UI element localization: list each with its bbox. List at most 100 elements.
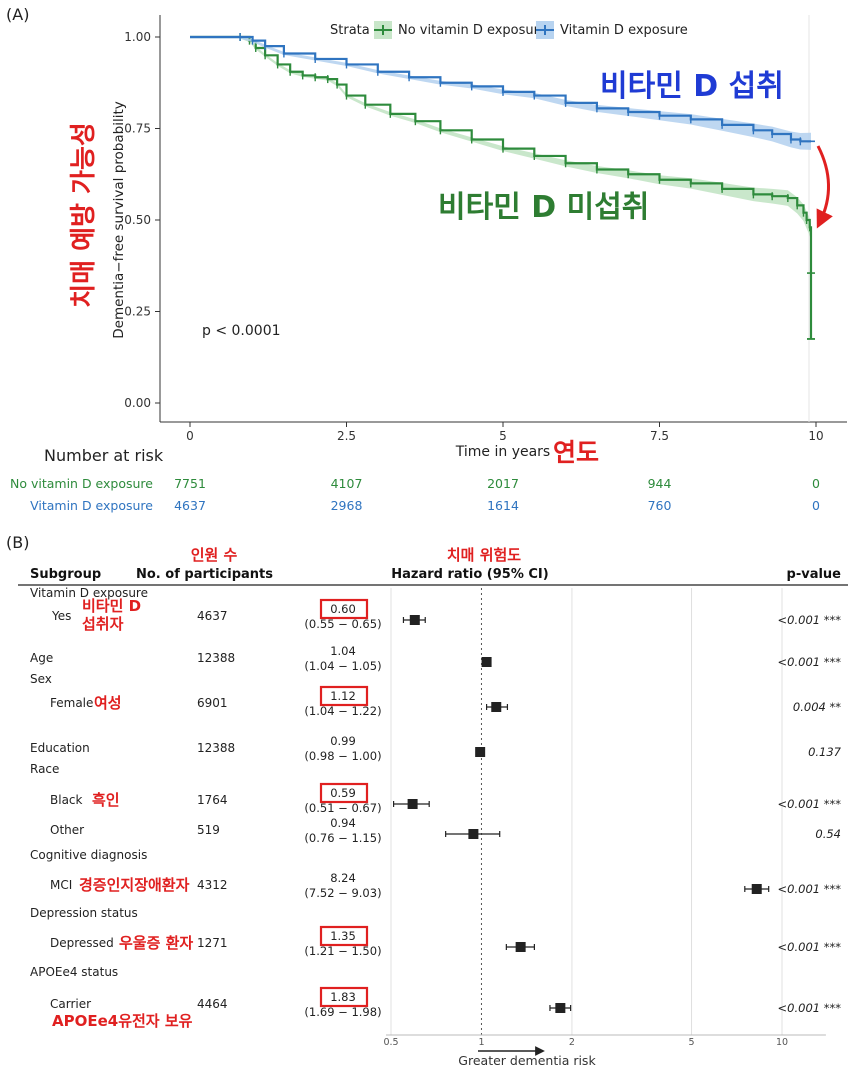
km-x-ticks: 0 2.5 5 7.5 10 <box>186 422 824 443</box>
hr-highlight-box <box>319 986 369 1008</box>
hr-value: 0.94 <box>330 816 356 830</box>
km-x-tick-label: 5 <box>499 429 507 443</box>
risk-value: 2968 <box>331 498 363 513</box>
subgroup-heading: Vitamin D exposure <box>30 586 148 600</box>
km-censor-marks-vitd <box>239 33 815 146</box>
ci-value: (0.55 − 0.65) <box>304 617 381 631</box>
ci-value: (1.04 − 1.05) <box>304 659 381 673</box>
forest-row: Female 여성 6901 1.12(1.04 − 1.22) 0.004 ** <box>50 685 841 718</box>
subgroup-annotation-ko: 비타민 D <box>82 597 141 615</box>
forest-row: Cognitive diagnosis <box>30 848 147 862</box>
panel-b-tag: (B) <box>6 533 29 552</box>
forest-row: MCI 경증인지장애환자 4312 8.24(7.52 − 9.03) <0.001 *… <box>50 871 841 900</box>
subgroup-label: Depressed <box>50 936 114 950</box>
p-value: <0.001 *** <box>778 613 842 627</box>
ci-value: (0.51 − 0.67) <box>304 801 381 815</box>
subgroup-label: Female <box>50 696 93 710</box>
forest-row: Race <box>30 762 59 776</box>
subgroup-label: Yes <box>51 609 71 623</box>
legend-key-novitd <box>374 21 392 39</box>
hr-annotation-ko: 치매 위험도 <box>447 546 521 564</box>
km-y-axis-label: Dementia−free survival probability <box>111 101 127 338</box>
forest-row: Vitamin D exposure <box>30 586 148 600</box>
subgroup-label: Carrier <box>50 997 91 1011</box>
participants-value: 12388 <box>197 651 235 665</box>
hr-value: 1.83 <box>330 990 356 1004</box>
hr-point <box>491 702 502 712</box>
p-value: <0.001 *** <box>778 655 842 669</box>
hr-highlight-box <box>319 782 369 804</box>
subgroup-annotation-ko: 경증인지장애환자 <box>79 876 190 894</box>
subgroup-annotation-ko-2: 섭취자 <box>82 615 124 633</box>
participants-annotation-ko: 인원 수 <box>191 546 238 564</box>
participants-value: 12388 <box>197 741 235 755</box>
hr-point <box>468 829 479 839</box>
hr-value: 8.24 <box>330 871 356 885</box>
subgroup-heading: Depression status <box>30 906 138 920</box>
hr-value: 1.12 <box>330 689 356 703</box>
header-hr: Hazard ratio (95% CI) <box>391 567 548 582</box>
hr-value: 0.99 <box>330 734 356 748</box>
participants-value: 1764 <box>197 793 228 807</box>
forest-row: Black 흑인 1764 0.59(0.51 − 0.67) <0.001 *** <box>50 782 842 815</box>
forest-row: Depressed 우울증 환자 1271 1.35(1.21 − 1.50) <0.0… <box>50 925 841 958</box>
risk-value: 7751 <box>174 476 206 491</box>
risk-value: 4107 <box>331 476 363 491</box>
hr-point <box>555 1003 566 1013</box>
forest-row: Age 12388 1.04(1.04 − 1.05) <0.001 *** <box>30 644 841 673</box>
subgroup-heading: Race <box>30 762 59 776</box>
forest-x-tick-label: 1 <box>478 1037 484 1048</box>
km-x-tick-label: 2.5 <box>337 429 356 443</box>
y-axis-annotation-ko: 치매 예방 가능성 <box>69 122 99 308</box>
forest-x-tick-label: 2 <box>569 1037 575 1048</box>
novitd-annotation: 비타민 D 미섭취 <box>438 190 649 225</box>
km-legend: Strata No vitamin D exposure Vitamin D e… <box>330 21 688 39</box>
subgroup-annotation-ko: APOEe4유전자 보유 <box>52 1012 193 1030</box>
p-value: 0.137 <box>808 745 842 759</box>
participants-value: 4464 <box>197 997 228 1011</box>
km-y-tick-label: 0.75 <box>124 122 151 136</box>
km-series <box>190 33 815 348</box>
subgroup-heading: Cognitive diagnosis <box>30 848 147 862</box>
risk-value: 0 <box>812 476 820 491</box>
risk-value: 760 <box>648 498 672 513</box>
hr-value: 0.59 <box>330 786 356 800</box>
risk-value: 1614 <box>487 498 519 513</box>
hr-value: 1.04 <box>330 644 356 658</box>
forest-row: APOEe4 status <box>30 965 118 979</box>
subgroup-label: Other <box>50 823 84 837</box>
km-y-tick-label: 0.00 <box>124 396 151 410</box>
forest-row: Education 12388 0.99(0.98 − 1.00) 0.137 <box>30 734 842 763</box>
hr-point <box>515 942 526 952</box>
hr-value: 0.60 <box>330 602 356 616</box>
ci-value: (1.21 − 1.50) <box>304 944 381 958</box>
p-value: <0.001 *** <box>778 797 842 811</box>
subgroup-heading: Age <box>30 651 53 665</box>
legend-key-vitd <box>536 21 554 39</box>
subgroup-heading: Education <box>30 741 90 755</box>
risk-value: 0 <box>812 498 820 513</box>
hr-point <box>481 657 492 667</box>
header-pvalue: p-value <box>787 567 842 582</box>
forest-x-tick-label: 5 <box>689 1037 695 1048</box>
km-y-tick-label: 0.25 <box>124 305 151 319</box>
participants-value: 519 <box>197 823 220 837</box>
km-x-tick-label: 7.5 <box>650 429 669 443</box>
header-participants: No. of participants <box>136 567 273 582</box>
hr-highlight-box <box>319 925 369 947</box>
km-y-ticks: 0.00 0.25 0.50 0.75 1.00 <box>124 30 160 410</box>
vitd-annotation: 비타민 D 섭취 <box>600 69 784 104</box>
participants-value: 1271 <box>197 936 228 950</box>
risk-row-label: No vitamin D exposure <box>10 476 153 491</box>
ci-value: (0.76 − 1.15) <box>304 831 381 845</box>
hr-highlight-box <box>319 685 369 707</box>
hr-point <box>407 799 418 809</box>
ci-value: (1.04 − 1.22) <box>304 704 381 718</box>
hr-highlight-box <box>319 598 369 620</box>
subgroup-annotation-ko: 우울증 환자 <box>119 934 193 952</box>
risk-row-label: Vitamin D exposure <box>30 498 153 513</box>
subgroup-label: Black <box>50 793 83 807</box>
